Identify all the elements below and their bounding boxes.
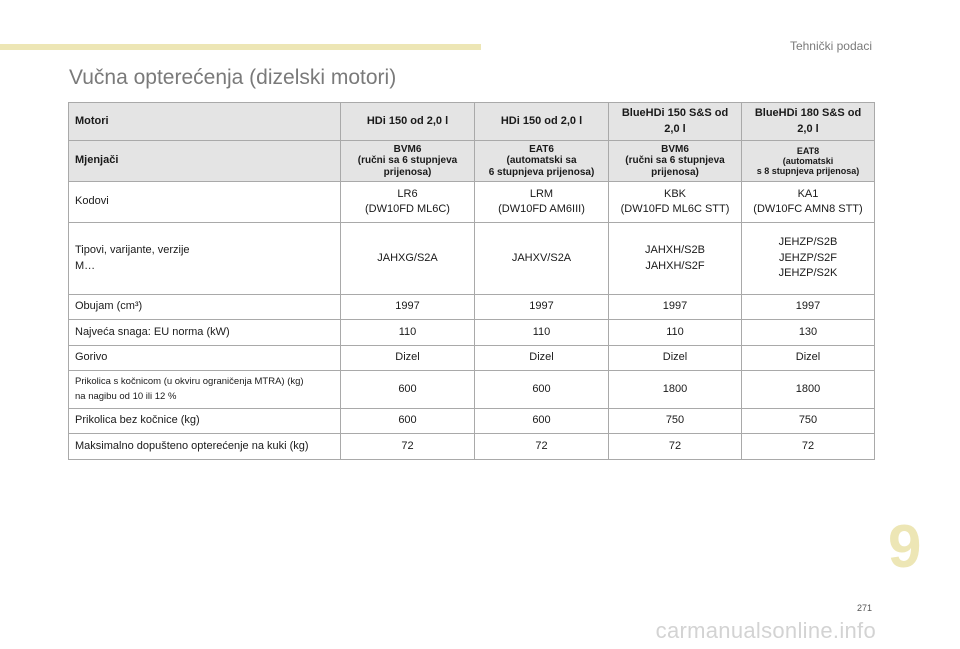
table-cell: 72 xyxy=(474,433,609,460)
table-cell: 1800 xyxy=(608,370,742,409)
row-label: Obujam (cm³) xyxy=(68,294,341,320)
table-row: Kodovi LR6 (DW10FD ML6C) LRM (DW10FD AM6… xyxy=(68,181,875,223)
gearbox-col-3: BVM6 (ručni sa 6 stupnjeva prijenosa) xyxy=(608,140,742,182)
engines-header-label: Motori xyxy=(68,102,341,141)
row-label: Tipovi, varijante, verzije M… xyxy=(68,222,341,295)
table-cell: 130 xyxy=(741,319,875,346)
table-cell: JAHXG/S2A xyxy=(340,222,475,295)
section-label: Tehnički podaci xyxy=(789,39,872,53)
row-label: Prikolica s kočnicom (u okviru ograničen… xyxy=(68,370,341,409)
table-cell: KBK (DW10FD ML6C STT) xyxy=(608,181,742,223)
table-row: Prikolica s kočnicom (u okviru ograničen… xyxy=(68,370,875,409)
table-cell: 110 xyxy=(340,319,475,346)
table-cell: JAHXV/S2A xyxy=(474,222,609,295)
row-label: Kodovi xyxy=(68,181,341,223)
table-cell: Dizel xyxy=(474,345,609,371)
row-label: Najveća snaga: EU norma (kW) xyxy=(68,319,341,346)
engine-col-1: HDi 150 od 2,0 l xyxy=(340,102,475,141)
table-cell: 1997 xyxy=(474,294,609,320)
table-cell: LRM (DW10FD AM6III) xyxy=(474,181,609,223)
table-cell: 72 xyxy=(608,433,742,460)
table-cell: 1800 xyxy=(741,370,875,409)
table-cell: 1997 xyxy=(608,294,742,320)
top-accent-bar xyxy=(0,44,481,50)
table-cell: Dizel xyxy=(608,345,742,371)
table-row: Obujam (cm³) 1997 1997 1997 1997 xyxy=(68,294,875,320)
gearbox-col-2: EAT6 (automatski sa 6 stupnjeva prijenos… xyxy=(474,140,609,182)
table-cell: Dizel xyxy=(340,345,475,371)
gearbox-col-1: BVM6 (ručni sa 6 stupnjeva prijenosa) xyxy=(340,140,475,182)
table-cell: 600 xyxy=(340,370,475,409)
table-row: Najveća snaga: EU norma (kW) 110 110 110… xyxy=(68,319,875,346)
table-row: Gorivo Dizel Dizel Dizel Dizel xyxy=(68,345,875,371)
chapter-number: 9 xyxy=(888,513,922,580)
table-cell: 72 xyxy=(340,433,475,460)
row-label: Prikolica bez kočnice (kg) xyxy=(68,408,341,434)
table-cell: 1997 xyxy=(340,294,475,320)
table-cell: 110 xyxy=(474,319,609,346)
gearboxes-header-label: Mjenjači xyxy=(68,140,341,182)
row-label: Maksimalno dopušteno opterećenje na kuki… xyxy=(68,433,341,460)
table-cell: 72 xyxy=(741,433,875,460)
table-cell: 750 xyxy=(741,408,875,434)
table-row: Tipovi, varijante, verzije M… JAHXG/S2A … xyxy=(68,222,875,295)
page-title: Vučna opterećenja (dizelski motori) xyxy=(69,66,397,89)
table-cell: JEHZP/S2B JEHZP/S2F JEHZP/S2K xyxy=(741,222,875,295)
page-number: 271 xyxy=(856,603,872,613)
table-cell: LR6 (DW10FD ML6C) xyxy=(340,181,475,223)
table-row: Prikolica bez kočnice (kg) 600 600 750 7… xyxy=(68,408,875,434)
engines-header-row: Motori HDi 150 od 2,0 l HDi 150 od 2,0 l… xyxy=(68,102,875,141)
engine-col-4: BlueHDi 180 S&S od 2,0 l xyxy=(741,102,875,141)
row-label: Gorivo xyxy=(68,345,341,371)
table-cell: 750 xyxy=(608,408,742,434)
table-cell: 110 xyxy=(608,319,742,346)
table-cell: 1997 xyxy=(741,294,875,320)
table-cell: JAHXH/S2B JAHXH/S2F xyxy=(608,222,742,295)
table-row: Maksimalno dopušteno opterećenje na kuki… xyxy=(68,433,875,460)
table-cell: 600 xyxy=(340,408,475,434)
table-cell: 600 xyxy=(474,408,609,434)
table-cell: KA1 (DW10FC AMN8 STT) xyxy=(741,181,875,223)
spec-table: Motori HDi 150 od 2,0 l HDi 150 od 2,0 l… xyxy=(68,102,875,460)
engine-col-2: HDi 150 od 2,0 l xyxy=(474,102,609,141)
gearbox-col-4: EAT8 (automatski s 8 stupnjeva prijenosa… xyxy=(741,140,875,182)
table-cell: 600 xyxy=(474,370,609,409)
engine-col-3: BlueHDi 150 S&S od 2,0 l xyxy=(608,102,742,141)
gearboxes-header-row: Mjenjači BVM6 (ručni sa 6 stupnjeva prij… xyxy=(68,140,875,182)
watermark-text: carmanualsonline.info xyxy=(655,618,876,643)
table-cell: Dizel xyxy=(741,345,875,371)
